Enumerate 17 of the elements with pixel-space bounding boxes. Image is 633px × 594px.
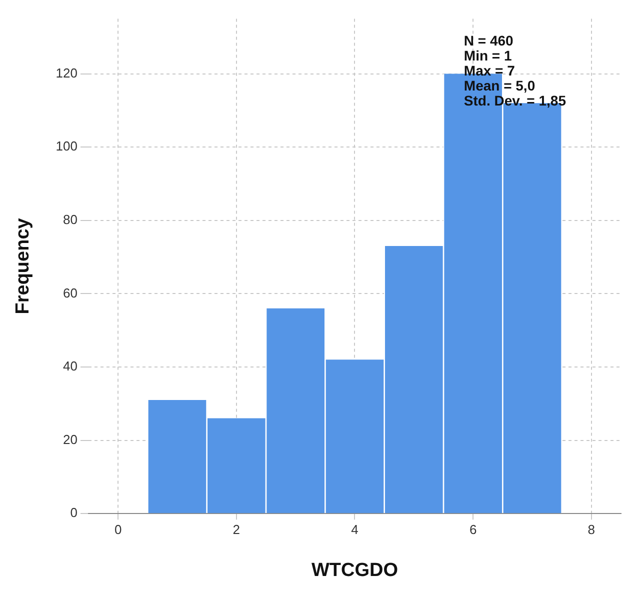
y-tick-label: 0: [70, 505, 78, 520]
y-tick-label: 60: [63, 285, 78, 300]
y-tick-label: 40: [63, 358, 78, 374]
x-tick-label: 6: [469, 522, 477, 537]
x-tick-label: 4: [351, 522, 358, 537]
y-tick-label: 20: [63, 432, 78, 447]
annotation: Min = 1: [464, 48, 512, 64]
y-tick-label: 100: [56, 138, 78, 154]
x-tick-label: 0: [114, 522, 122, 537]
annotation: Mean = 5,0: [464, 78, 536, 94]
annotation: N = 460: [464, 32, 514, 49]
x-tick-label: 2: [232, 522, 240, 537]
x-tick-label: 8: [588, 522, 596, 537]
y-tick-label: 80: [63, 212, 78, 227]
y-axis-title: Frequency: [12, 218, 34, 314]
y-tick-label: 120: [56, 65, 78, 80]
x-axis-title: WTCGDO: [311, 560, 398, 581]
